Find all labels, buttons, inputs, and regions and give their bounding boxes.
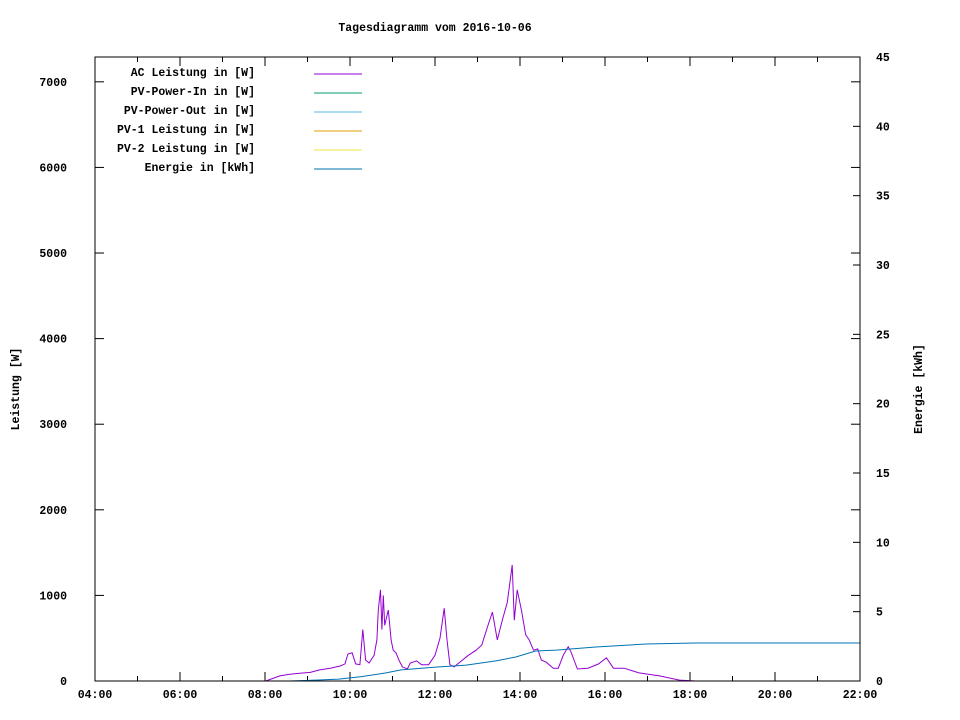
- y2-tick-label: 40: [876, 121, 890, 134]
- x-tick-label: 16:00: [588, 689, 623, 702]
- y-tick-label: 0: [60, 676, 67, 689]
- y2-tick-label: 45: [876, 52, 890, 65]
- legend: AC Leistung in [W] PV-Power-In in [W] PV-P…: [117, 67, 362, 175]
- series-line-5: [289, 642, 860, 682]
- y-tick-label: 2000: [39, 505, 67, 518]
- x-tick-label: 08:00: [248, 689, 283, 702]
- y2-tick-label: 20: [876, 399, 890, 412]
- y2-tick-label: 10: [876, 537, 890, 550]
- y2-tick-label: 30: [876, 260, 890, 273]
- y2-tick-label: 25: [876, 329, 890, 342]
- y2-tick-label: 5: [876, 607, 883, 620]
- series-line-0: [265, 564, 696, 682]
- y-axis-label: Leistung [W]: [10, 348, 23, 431]
- plot-lines: [265, 564, 860, 682]
- y2-tick-label: 35: [876, 191, 890, 204]
- y-tick-label: 7000: [39, 77, 67, 90]
- legend-label: PV-1 Leistung in [W]: [117, 124, 255, 137]
- x-tick-label: 18:00: [673, 689, 708, 702]
- y2-axis-label: Energie [kWh]: [913, 344, 926, 434]
- legend-label: PV-Power-Out in [W]: [124, 105, 255, 118]
- y2-tick-label: 0: [876, 676, 883, 689]
- x-tick-label: 10:00: [333, 689, 368, 702]
- chart-title: Tagesdiagramm vom 2016-10-06: [338, 22, 531, 35]
- y-tick-label: 5000: [39, 248, 67, 261]
- y-tick-label: 4000: [39, 334, 67, 347]
- legend-label: Energie in [kWh]: [145, 162, 255, 175]
- x-tick-label: 12:00: [418, 689, 453, 702]
- legend-label: PV-2 Leistung in [W]: [117, 143, 255, 156]
- plot-frame: [94, 56, 861, 682]
- legend-label: PV-Power-In in [W]: [131, 86, 255, 99]
- axes: 04:00 06:00 08:00 10:00 12:00 14:00 16:00 18:00…: [39, 52, 890, 702]
- y2-tick-label: 15: [876, 468, 890, 481]
- legend-label: AC Leistung in [W]: [131, 67, 255, 80]
- x-tick-label: 04:00: [78, 689, 113, 702]
- y-tick-label: 1000: [39, 590, 67, 603]
- y-tick-label: 3000: [39, 419, 67, 432]
- x-tick-label: 22:00: [843, 689, 878, 702]
- y-tick-label: 6000: [39, 162, 67, 175]
- x-tick-label: 14:00: [503, 689, 538, 702]
- x-tick-label: 20:00: [758, 689, 793, 702]
- x-tick-label: 06:00: [163, 689, 198, 702]
